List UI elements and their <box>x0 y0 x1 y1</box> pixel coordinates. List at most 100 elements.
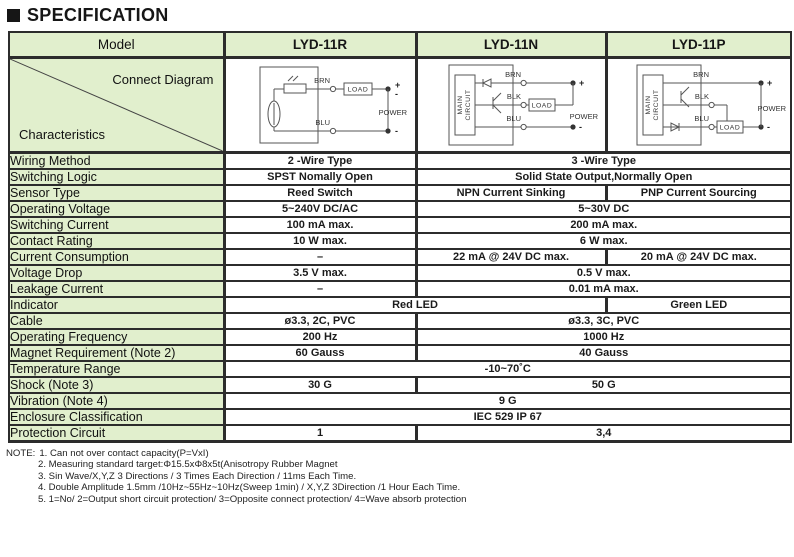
spec-label: Contact Rating <box>8 231 225 250</box>
spec-label: Leakage Current <box>8 279 225 298</box>
connect-diagram-lyd-11r: LOAD BRN BLU + - POWER - <box>222 56 417 154</box>
wire-label-blu: BLU <box>506 114 521 123</box>
spec-label: Switching Current <box>8 215 225 234</box>
spec-row-operating-voltage: Operating Voltage 5~240V DC/AC 5~30V DC <box>8 199 792 218</box>
power-label: POWER <box>570 112 599 121</box>
spec-row-current-consumption: Current Consumption – 22 mA @ 24V DC max… <box>8 247 792 266</box>
spec-value: Solid State Output,Normally Open <box>414 167 792 186</box>
wire-label-blk: BLK <box>507 92 521 101</box>
model-header-label: Model <box>8 31 225 59</box>
wire-label-blu: BLU <box>694 114 709 123</box>
wiring-diagram-npn: MAIN CIRCUIT LOAD <box>448 64 599 145</box>
minus-label: - <box>579 122 582 132</box>
spec-label: Shock (Note 3) <box>8 375 225 394</box>
spec-value: 0.01 mA max. <box>414 279 792 298</box>
spec-row-indicator: Indicator Red LED Green LED <box>8 295 792 314</box>
main-circuit-label-1: MAIN <box>645 95 652 114</box>
spec-value: 3.5 V max. <box>222 263 417 282</box>
spec-value: 1 <box>222 423 417 443</box>
model-header-row: Model LYD-11R LYD-11N LYD-11P <box>8 31 792 59</box>
spec-value: 5~240V DC/AC <box>222 199 417 218</box>
spec-label: Voltage Drop <box>8 263 225 282</box>
spec-value: 22 mA @ 24V DC max. <box>414 247 607 266</box>
spec-value: IEC 529 IP 67 <box>222 407 792 426</box>
spec-value: Red LED <box>222 295 607 314</box>
spec-row-switching-logic: Switching Logic SPST Nomally Open Solid … <box>8 167 792 186</box>
notes-block: NOTE: 1. Can not over contact capacity(P… <box>6 448 794 506</box>
wire-label-brn: BRN <box>505 70 521 79</box>
spec-value: ø3.3, 2C, PVC <box>222 311 417 330</box>
minus-label: - <box>767 122 770 132</box>
model-name-lyd-11p: LYD-11P <box>604 31 792 59</box>
spec-label: Enclosure Classification <box>8 407 225 426</box>
plus-label: + <box>767 78 772 88</box>
spec-value: 50 G <box>414 375 792 394</box>
corner-label-connect-diagram: Connect Diagram <box>112 71 214 87</box>
spec-value: 1000 Hz <box>414 327 792 346</box>
spec-value: 200 mA max. <box>414 215 792 234</box>
spec-value: 3 -Wire Type <box>414 151 792 170</box>
note-line: NOTE: 1. Can not over contact capacity(P… <box>6 448 794 460</box>
spec-label: Indicator <box>8 295 225 314</box>
spec-label: Switching Logic <box>8 167 225 186</box>
spec-row-contact-rating: Contact Rating 10 W max. 6 W max. <box>8 231 792 250</box>
spec-value: 20 mA @ 24V DC max. <box>604 247 792 266</box>
power-label: POWER <box>379 108 408 117</box>
spec-row-protection-circuit: Protection Circuit 1 3,4 <box>8 423 792 443</box>
main-circuit-label-2: CIRCUIT <box>465 89 472 120</box>
spec-row-switching-current: Switching Current 100 mA max. 200 mA max… <box>8 215 792 234</box>
spec-value: 5~30V DC <box>414 199 792 218</box>
plus-label: + <box>579 78 584 88</box>
model-name-lyd-11n: LYD-11N <box>414 31 607 59</box>
spec-row-magnet-requirement: Magnet Requirement (Note 2) 60 Gauss 40 … <box>8 343 792 362</box>
spec-label: Operating Frequency <box>8 327 225 346</box>
spec-value: 3,4 <box>414 423 792 443</box>
spec-value: – <box>222 279 417 298</box>
minus-label: - <box>395 89 398 99</box>
spec-value: – <box>222 247 417 266</box>
wire-label-brn: BRN <box>693 70 709 79</box>
note-item: 5. 1=No/ 2=Output short circuit protecti… <box>38 493 467 505</box>
spec-value: 2 -Wire Type <box>222 151 417 170</box>
spec-row-sensor-type: Sensor Type Reed Switch NPN Current Sink… <box>8 183 792 202</box>
spec-value: 30 G <box>222 375 417 394</box>
wire-label-blu: BLU <box>315 118 330 127</box>
connect-diagram-lyd-11p: MAIN CIRCUIT LOAD <box>604 56 792 154</box>
spec-value: 9 G <box>222 391 792 410</box>
main-circuit-label-2: CIRCUIT <box>653 89 660 120</box>
diagonal-divider <box>11 59 221 149</box>
spec-label: Vibration (Note 4) <box>8 391 225 410</box>
spec-value: 200 Hz <box>222 327 417 346</box>
minus-label-2: - <box>395 126 398 136</box>
model-name-lyd-11r: LYD-11R <box>222 31 417 59</box>
spec-label: Operating Voltage <box>8 199 225 218</box>
note-prefix: NOTE: <box>6 447 36 459</box>
spec-row-operating-frequency: Operating Frequency 200 Hz 1000 Hz <box>8 327 792 346</box>
spec-row-voltage-drop: Voltage Drop 3.5 V max. 0.5 V max. <box>8 263 792 282</box>
spec-row-temperature-range: Temperature Range -10~70˚C <box>8 359 792 378</box>
square-bullet-icon <box>7 9 20 22</box>
plus-label: + <box>395 80 400 90</box>
spec-row-shock: Shock (Note 3) 30 G 50 G <box>8 375 792 394</box>
spec-row-leakage-current: Leakage Current – 0.01 mA max. <box>8 279 792 298</box>
spec-value: 0.5 V max. <box>414 263 792 282</box>
connect-diagram-row: Connect Diagram Characteristics LOAD <box>8 56 792 154</box>
page-title: SPECIFICATION <box>27 5 169 25</box>
spec-row-cable: Cable ø3.3, 2C, PVC ø3.3, 3C, PVC <box>8 311 792 330</box>
spec-row-enclosure-classification: Enclosure Classification IEC 529 IP 67 <box>8 407 792 426</box>
connect-diagram-lyd-11n: MAIN CIRCUIT LOAD <box>414 56 607 154</box>
spec-value: Green LED <box>604 295 792 314</box>
note-item: 2. Measuring standard target:Φ15.5xΦ8x5t… <box>38 459 338 471</box>
spec-value: 40 Gauss <box>414 343 792 362</box>
load-label: LOAD <box>348 86 369 93</box>
specification-table: Model LYD-11R LYD-11N LYD-11P Connect Di… <box>8 31 792 443</box>
spec-label: Magnet Requirement (Note 2) <box>8 343 225 362</box>
spec-value: -10~70˚C <box>222 359 792 378</box>
spec-label: Protection Circuit <box>8 423 225 443</box>
power-label: POWER <box>757 104 786 113</box>
spec-value: 60 Gauss <box>222 343 417 362</box>
spec-value: SPST Nomally Open <box>222 167 417 186</box>
note-item: 4. Double Amplitude 1.5mm /10Hz~55Hz~10H… <box>38 482 461 494</box>
spec-label: Cable <box>8 311 225 330</box>
spec-label: Current Consumption <box>8 247 225 266</box>
